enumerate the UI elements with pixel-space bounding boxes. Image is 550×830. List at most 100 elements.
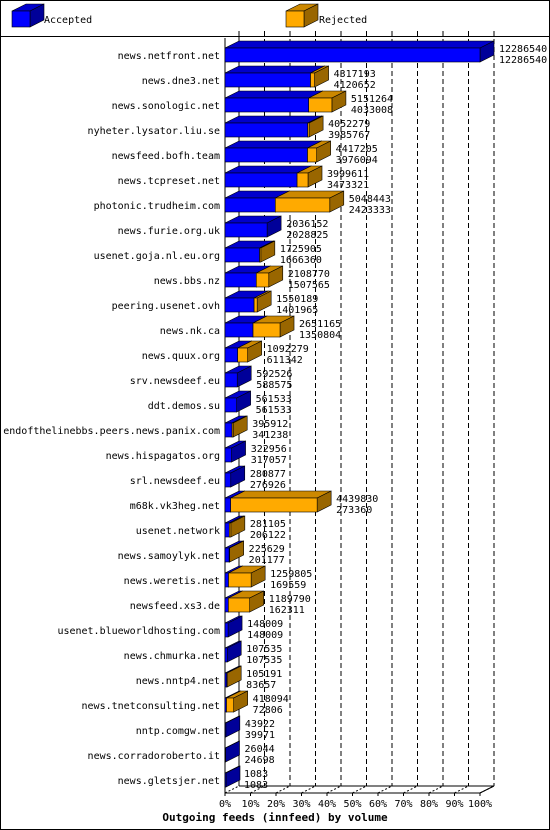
bar-accepted-front (224, 522, 230, 538)
legend-rejected-swatch (285, 3, 319, 28)
total-value-label: 2036152 (286, 219, 328, 230)
bar-rejected (226, 665, 242, 688)
category-label: news.furie.org.uk (118, 226, 220, 237)
category-label: news.quux.org (142, 351, 220, 362)
legend-accepted-box (11, 3, 45, 28)
bars (224, 40, 495, 788)
total-value-label: 2651165 (299, 319, 341, 330)
bar-accepted-front (224, 422, 233, 438)
accepted-value-label: 317057 (251, 455, 287, 466)
total-value-label: 4439830 (336, 494, 378, 505)
category-label: news.nntp4.net (136, 676, 220, 687)
bar-accepted-front (224, 447, 232, 463)
bar-rejected-front (252, 322, 281, 338)
category-label: news.sonologic.net (112, 101, 220, 112)
x-tick-diag-5 (352, 785, 367, 794)
legend-accepted-swatch (11, 3, 45, 28)
bar-rejected-front (228, 522, 232, 538)
bar-rejected-front (226, 697, 234, 713)
bar-accepted-front (224, 222, 268, 238)
bar-rejected-front (231, 422, 234, 438)
category-label: photonic.trudheim.com (94, 201, 220, 212)
bar-rejected-top (230, 490, 332, 499)
bar-group (224, 615, 243, 638)
category-label: news.corradoroberto.it (88, 751, 220, 762)
bar-accepted-front (224, 322, 254, 338)
total-value-label: 4417205 (336, 144, 378, 155)
bar-rejected (252, 315, 295, 338)
bar-group (224, 540, 244, 563)
bar-group (224, 40, 495, 63)
category-label: nyheter.lysator.liu.se (88, 126, 220, 137)
x-tick-diag-2 (275, 785, 291, 794)
bar-accepted (224, 65, 325, 88)
bar-group (224, 565, 266, 588)
bar-group (224, 365, 252, 388)
total-value-label: 43922 (245, 719, 275, 730)
accepted-value-label: 2423333 (349, 205, 391, 216)
bar-accepted-front (224, 397, 237, 413)
bar-rejected (228, 515, 246, 538)
bar-accepted-top (224, 115, 322, 124)
legend-accepted-box-front (11, 10, 31, 28)
bar-group (224, 290, 272, 313)
category-label: newsfeed.xs3.de (130, 601, 220, 612)
bar-rejected (228, 540, 244, 563)
category-label: ddt.demos.su (148, 401, 220, 412)
total-value-label: 1259805 (270, 569, 312, 580)
total-value-label: 1725905 (280, 244, 322, 255)
accepted-value-label: 561533 (256, 405, 292, 416)
bar-accepted-front (224, 572, 229, 588)
bar-group (224, 415, 248, 438)
accepted-value-label: 4033008 (351, 105, 393, 116)
accepted-value-label: 12286540 (499, 55, 547, 66)
bar-group (224, 440, 246, 463)
accepted-value-label: 1507565 (288, 280, 330, 291)
bar-rejected (228, 590, 264, 613)
total-value-label: 12286540 (499, 44, 547, 55)
bar-group (224, 715, 241, 738)
accepted-value-label: 1666360 (280, 255, 322, 266)
bar-group (224, 590, 264, 613)
x-tick-diag-8 (428, 785, 444, 794)
bar-accepted (224, 40, 495, 63)
total-value-label: 1083 (244, 769, 268, 780)
bar-group (224, 340, 262, 363)
bar-accepted-front (224, 647, 228, 663)
total-value-label: 280877 (250, 469, 286, 480)
accepted-value-label: 3473321 (327, 180, 369, 191)
bar-accepted-front (224, 47, 481, 63)
accepted-value-label: 72806 (253, 705, 283, 716)
bar-group (224, 665, 242, 688)
accepted-value-label: 148009 (247, 630, 283, 641)
bar-group (224, 315, 295, 338)
bar-accepted-front (224, 547, 230, 563)
accepted-value-label: 1350804 (299, 330, 341, 341)
bar-accepted (224, 90, 324, 113)
legend-rejected-label: Rejected (319, 15, 367, 26)
bar-accepted-front (224, 147, 308, 163)
bar-accepted-front (224, 197, 276, 213)
bar-accepted-front (224, 597, 229, 613)
accepted-value-label: 611342 (267, 355, 303, 366)
x-tick-label-7: 70% (394, 799, 412, 810)
bar-rejected-front (307, 147, 317, 163)
x-tick-label-10: 100% (468, 799, 492, 810)
accepted-value-label: 201177 (249, 555, 285, 566)
x-tick-diag-4 (326, 785, 342, 794)
bar-accepted-top (224, 65, 325, 74)
bar-accepted (224, 640, 242, 663)
total-value-label: 148009 (247, 619, 283, 630)
total-value-label: 1189790 (269, 594, 311, 605)
category-label: srv.newsdeef.eu (130, 376, 220, 387)
x-tick-diag-9 (454, 785, 469, 794)
category-label: news.nk.ca (160, 326, 220, 337)
category-label: peering.usenet.ovh (112, 301, 220, 312)
category-label: usenet.network (136, 526, 220, 537)
bar-accepted-front (224, 772, 227, 788)
x-tick-diag-6 (377, 785, 393, 794)
x-tick-diag-10 (479, 785, 495, 794)
bar-group (224, 90, 347, 113)
bar-rejected-front (228, 597, 250, 613)
